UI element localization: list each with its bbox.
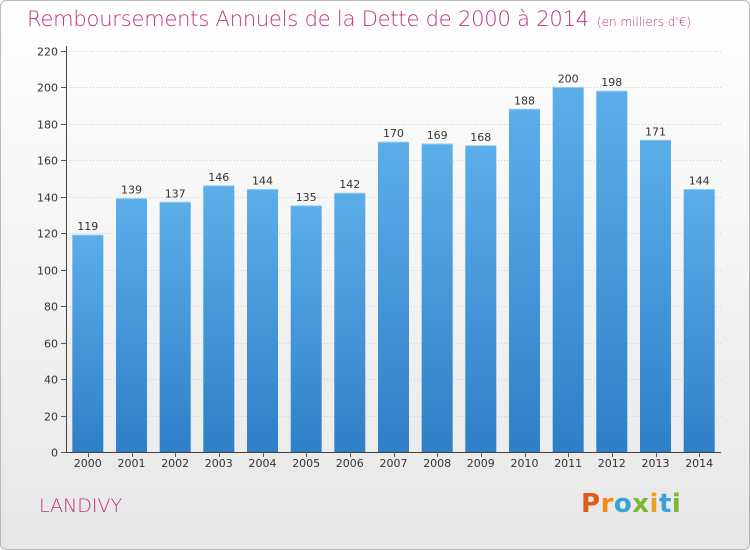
value-label-2003: 146 (208, 171, 229, 184)
bar-2012 (596, 91, 628, 452)
x-tick-label-2005: 2005 (292, 457, 320, 470)
chart-title-text: Remboursements Annuels de la Dette de 20… (27, 7, 589, 31)
bar-2000 (72, 235, 104, 452)
logo-letter: r (600, 489, 614, 519)
bars (72, 87, 715, 453)
x-tick-label-2013: 2013 (642, 457, 670, 470)
chart-unit-note: (en milliers d'€) (596, 15, 692, 29)
x-tick-label-2011: 2011 (554, 457, 582, 470)
bar-2011 (552, 87, 584, 452)
bar-2004 (247, 189, 278, 452)
y-tick-label: 220 (37, 46, 58, 59)
x-tick-label-2010: 2010 (511, 457, 539, 470)
chart-title: Remboursements Annuels de la Dette de 20… (27, 7, 691, 31)
value-label-2012: 198 (601, 76, 622, 89)
y-tick-label: 80 (44, 301, 58, 314)
y-tick-label: 160 (37, 155, 58, 168)
value-label-2004: 144 (252, 175, 273, 188)
value-label-2001: 139 (121, 184, 142, 197)
axes (61, 46, 721, 457)
logo-letter: x (632, 489, 650, 519)
logo-letter: t (658, 489, 672, 519)
y-tick-label: 60 (44, 338, 58, 351)
y-tick-label: 140 (37, 192, 58, 205)
x-tick-label-2014: 2014 (685, 457, 713, 470)
x-tick-label-2003: 2003 (205, 457, 233, 470)
bar-2006 (334, 193, 366, 452)
y-tick-label: 0 (51, 447, 58, 460)
value-label-2002: 137 (165, 187, 186, 200)
proxiti-logo[interactable]: Proxiti (581, 489, 681, 519)
bar-2014 (683, 189, 715, 452)
logo-letter: i (649, 489, 659, 519)
y-tick-label: 120 (37, 228, 58, 241)
bar-2007 (378, 142, 409, 452)
bar-2013 (640, 140, 671, 453)
x-tick-label-2008: 2008 (423, 457, 451, 470)
logo-letter: i (671, 489, 682, 519)
value-label-2011: 200 (558, 73, 579, 86)
bar-2002 (159, 202, 191, 452)
value-label-2010: 188 (514, 94, 535, 107)
x-tick-label-2012: 2012 (598, 457, 626, 470)
value-label-2013: 171 (645, 125, 666, 138)
value-label-2008: 169 (427, 129, 448, 142)
value-label-2006: 142 (339, 178, 360, 191)
bar-2010 (509, 109, 540, 453)
bar-2005 (290, 205, 322, 452)
value-label-2005: 135 (296, 191, 317, 204)
bar-2001 (116, 198, 147, 452)
value-label-2009: 168 (470, 131, 491, 144)
y-tick-label: 100 (37, 265, 58, 278)
logo-letter: o (613, 489, 633, 519)
value-label-2007: 170 (383, 127, 404, 140)
x-tick-label-2006: 2006 (336, 457, 364, 470)
y-tick-label: 180 (37, 119, 58, 132)
bar-2008 (421, 144, 453, 452)
commune-name: LANDIVY (39, 495, 123, 517)
value-label-2000: 119 (77, 220, 98, 233)
y-tick-label: 40 (44, 374, 58, 387)
x-tick-label-2001: 2001 (118, 457, 146, 470)
x-tick-label-2002: 2002 (161, 457, 189, 470)
x-tick-label-2009: 2009 (467, 457, 495, 470)
value-label-2014: 144 (689, 175, 710, 188)
y-tick-label: 20 (44, 411, 58, 424)
labels: 0 20 40 60 80 100 120 140 160 180 200 220 119 2000 139… (37, 46, 713, 471)
bar-2009 (465, 145, 497, 453)
logo-letter: P (581, 489, 601, 519)
x-tick-label-2007: 2007 (380, 457, 408, 470)
x-tick-label-2004: 2004 (249, 457, 277, 470)
y-tick-label: 200 (37, 82, 58, 95)
bar-2003 (203, 185, 235, 452)
x-tick-label-2000: 2000 (74, 457, 102, 470)
